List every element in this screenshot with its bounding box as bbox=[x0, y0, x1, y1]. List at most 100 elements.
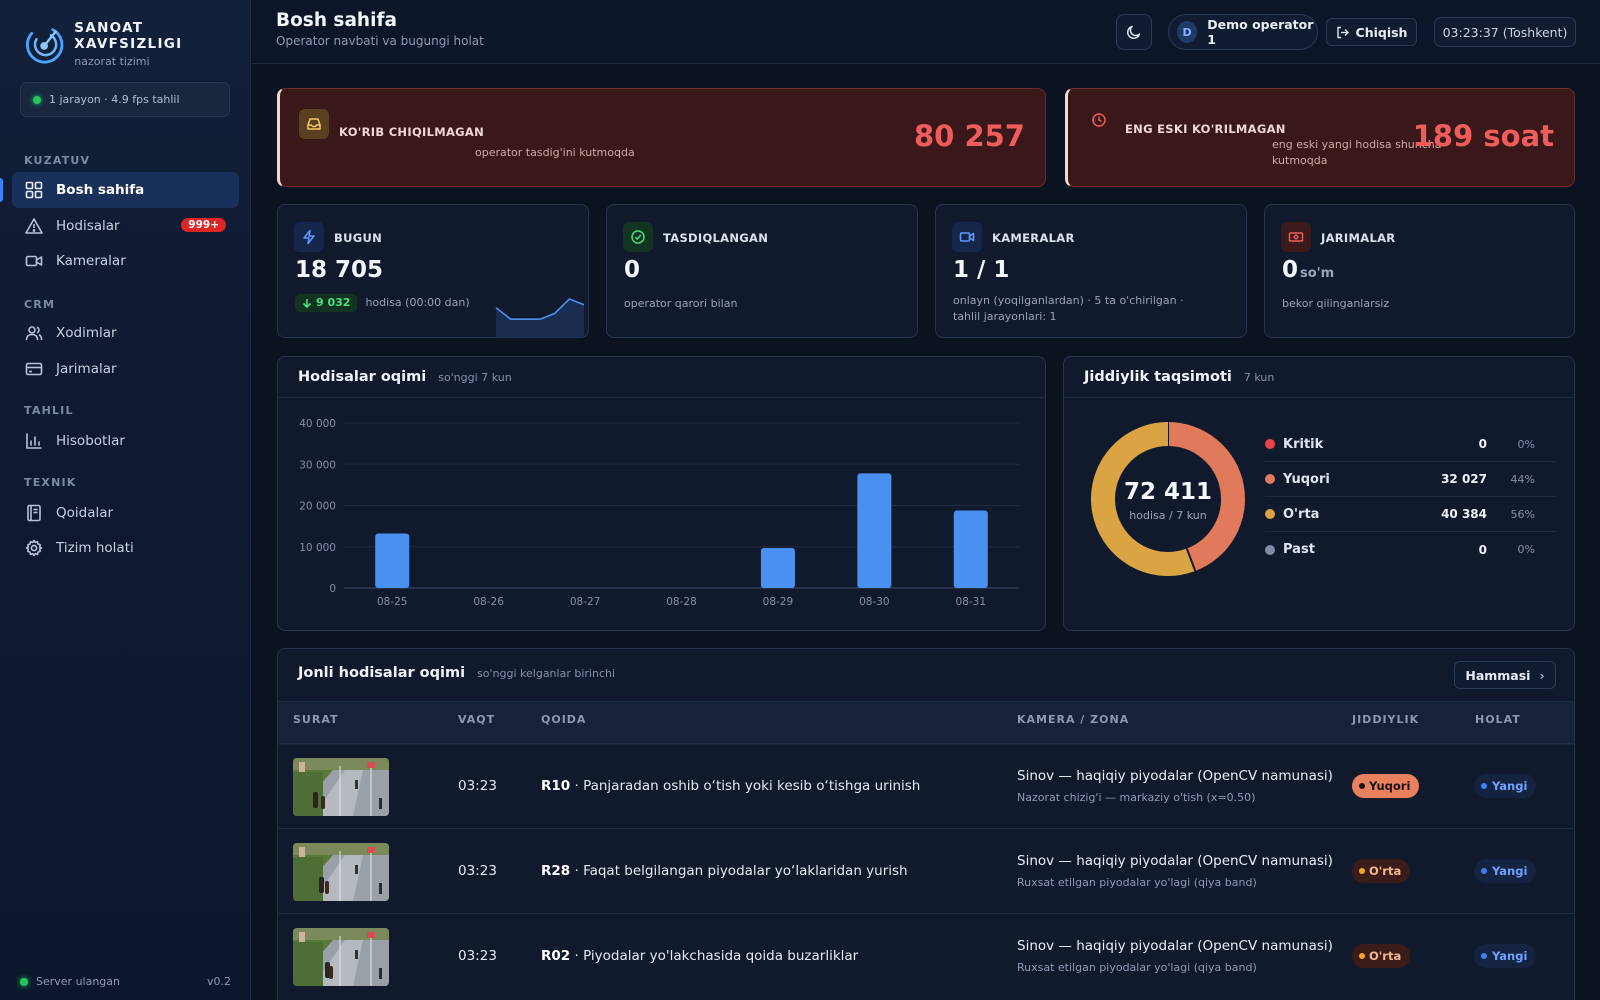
event-thumbnail[interactable] bbox=[293, 758, 389, 816]
donut-separator bbox=[1185, 548, 1197, 572]
donut-slice-1[interactable] bbox=[1167, 422, 1245, 571]
table-row[interactable]: 03:23 R10 · Panjaradan oshib o‘tish yoki … bbox=[277, 743, 1575, 828]
confirmed-value: 0 bbox=[624, 257, 641, 283]
nav-section-texnik: TEXNIK bbox=[24, 476, 77, 489]
unreviewed-label: KO'RIB CHIQILMAGAN bbox=[339, 125, 485, 139]
book-icon bbox=[27, 504, 41, 522]
sidebar-item-kameralar[interactable]: Kameralar bbox=[12, 243, 239, 279]
cameras-value: 1 / 1 bbox=[953, 257, 1010, 283]
status-dot-icon bbox=[1481, 783, 1487, 789]
event-thumbnail[interactable] bbox=[293, 928, 389, 986]
rule-separator: · bbox=[570, 948, 584, 964]
x-tick-label: 08-27 bbox=[570, 596, 601, 608]
event-zone: Ruxsat etilgan piyodalar yo'lagi (qiya b… bbox=[1017, 876, 1257, 889]
event-camera: Sinov — haqiqiy piyodalar (OpenCV namuna… bbox=[1017, 853, 1333, 869]
oldest-desc: eng eski yangi hodisa shuncha kutmoqda bbox=[1272, 138, 1442, 167]
severity-dot-icon bbox=[1359, 868, 1365, 874]
video-icon bbox=[959, 232, 975, 242]
severity-dot-icon bbox=[1359, 953, 1365, 959]
sidebar-item-hodisalar[interactable]: Hodisalar 999+ bbox=[12, 208, 239, 244]
rule-text: Faqat belgilangan piyodalar yo‘laklarida… bbox=[583, 863, 908, 879]
column-header-vaqt: VAQT bbox=[458, 713, 496, 726]
severity-label: O'rta bbox=[1369, 864, 1402, 878]
confirmed-card[interactable]: TASDIQLANGAN 0 operator qarori bilan bbox=[606, 204, 918, 338]
server-status-dot-icon bbox=[20, 977, 28, 986]
bar-08-31[interactable] bbox=[953, 510, 988, 588]
clock-icon bbox=[1092, 113, 1106, 127]
sidebar-footer: Server ulangan v0.2 bbox=[20, 975, 231, 988]
live-feed-panel: Jonli hodisalar oqimi so'nggi kelganlar … bbox=[277, 648, 1575, 1000]
page-title: Bosh sahifa bbox=[276, 10, 397, 31]
bar-08-30[interactable] bbox=[857, 473, 892, 588]
sidebar-item-xodimlar[interactable]: Xodimlar bbox=[12, 315, 239, 351]
column-header-surat: SURAT bbox=[293, 713, 339, 726]
panel-title: Hodisalar oqimi bbox=[298, 369, 427, 385]
cameras-label: KAMERALAR bbox=[992, 231, 1075, 245]
unreviewed-card[interactable]: KO'RIB CHIQILMAGAN operator tasdig'ini k… bbox=[277, 88, 1046, 187]
fines-value-row: 0 so'm bbox=[1282, 257, 1334, 283]
panel-subtitle: 7 kun bbox=[1243, 371, 1275, 384]
arrow-down-icon bbox=[302, 299, 312, 308]
legend-row: Yuqori 32 027 44% bbox=[1265, 462, 1555, 497]
sidebar-item-jarimalar[interactable]: Jarimalar bbox=[12, 351, 239, 387]
users-icon bbox=[25, 326, 43, 341]
sidebar-item-tizim-holati[interactable]: Tizim holati bbox=[12, 530, 239, 566]
status-dot-icon bbox=[33, 95, 41, 104]
legend-percent: 44% bbox=[1510, 472, 1535, 486]
table-row[interactable]: 03:23 R02 · Piyodalar yo'lakchasida qoida… bbox=[277, 913, 1575, 998]
bar-08-25[interactable] bbox=[375, 533, 410, 588]
sidebar-item-label: Xodimlar bbox=[56, 325, 117, 341]
event-thumbnail[interactable] bbox=[293, 843, 389, 901]
table-row[interactable]: 03:23 R28 · Faqat belgilangan piyodalar y… bbox=[277, 828, 1575, 913]
y-tick-label: 20 000 bbox=[299, 501, 336, 513]
theme-toggle-button[interactable] bbox=[1116, 14, 1152, 50]
pipeline-status: 1 jarayon · 4.9 fps tahlil bbox=[20, 82, 230, 117]
status-label: Yangi bbox=[1492, 949, 1528, 963]
panel-divider bbox=[278, 397, 1045, 398]
user-menu[interactable]: D Demo operator 1 bbox=[1168, 14, 1318, 50]
brand[interactable]: SANOAT XAVFSIZLIGI nazorat tizimi bbox=[24, 20, 250, 68]
event-thumbnail-image bbox=[293, 758, 389, 816]
legend-row: O'rta 40 384 56% bbox=[1265, 497, 1555, 532]
fines-card[interactable]: JARIMALAR 0 so'm bekor qilinganlarsiz bbox=[1264, 204, 1575, 338]
column-header-kamera: KAMERA / ZONA bbox=[1017, 713, 1130, 726]
legend-percent: 0% bbox=[1517, 543, 1535, 556]
y-tick-label: 0 bbox=[329, 583, 336, 595]
column-header-holat: HOLAT bbox=[1475, 713, 1521, 726]
oldest-unreviewed-card[interactable]: ENG ESKI KO'RILMAGAN eng eski yangi hodi… bbox=[1065, 88, 1575, 187]
bar-08-29[interactable] bbox=[760, 547, 795, 588]
event-time: 03:23 bbox=[458, 778, 497, 794]
logout-button[interactable]: Chiqish bbox=[1326, 18, 1417, 46]
cameras-card[interactable]: KAMERALAR 1 / 1 onlayn (yoqilganlardan) … bbox=[935, 204, 1247, 338]
oldest-value: 189 soat bbox=[1412, 119, 1554, 153]
bolt-icon-box bbox=[294, 222, 324, 252]
legend-row: Kritik 0 0% bbox=[1265, 427, 1555, 462]
view-all-button[interactable]: Hammasi › bbox=[1454, 661, 1556, 689]
severity-donut-chart bbox=[1091, 422, 1245, 576]
panel-title: Jonli hodisalar oqimi bbox=[298, 665, 466, 681]
events-bar-chart: 0 10 000 20 000 30 000 40 000 08-25 08-26 08-27… bbox=[299, 418, 1019, 608]
status-badge: Yangi bbox=[1474, 774, 1537, 798]
legend-name: Yuqori bbox=[1283, 471, 1330, 487]
legend-name: Kritik bbox=[1283, 436, 1324, 452]
avatar: D bbox=[1177, 21, 1198, 43]
rule-code: R02 bbox=[541, 948, 571, 964]
today-card[interactable]: BUGUN 18 705 9 032 hodisa (00:00 dan) bbox=[277, 204, 589, 338]
sidebar-item-label: Jarimalar bbox=[56, 361, 117, 377]
sidebar-item-bosh-sahifa[interactable]: Bosh sahifa bbox=[0, 172, 239, 208]
sidebar-item-qoidalar[interactable]: Qoidalar bbox=[12, 495, 239, 531]
x-tick-label: 08-29 bbox=[763, 596, 794, 608]
clock-text: 03:23:37 (Toshkent) bbox=[1442, 24, 1568, 40]
confirmed-desc: operator qarori bilan bbox=[624, 297, 738, 310]
donut-slice-2[interactable] bbox=[1091, 422, 1196, 576]
rule-separator: · bbox=[570, 778, 584, 794]
legend-name: O'rta bbox=[1283, 506, 1320, 522]
sparkline-area bbox=[496, 299, 584, 337]
today-value: 18 705 bbox=[295, 257, 384, 283]
event-camera: Sinov — haqiqiy piyodalar (OpenCV namuna… bbox=[1017, 768, 1333, 784]
panel-subtitle: so'nggi kelganlar birinchi bbox=[477, 667, 616, 680]
sidebar-item-hisobotlar[interactable]: Hisobotlar bbox=[12, 423, 239, 459]
legend-dot-icon bbox=[1265, 509, 1275, 519]
donut-total-label: hodisa / 7 kun bbox=[1129, 509, 1207, 522]
sidebar-item-label: Bosh sahifa bbox=[56, 182, 145, 198]
